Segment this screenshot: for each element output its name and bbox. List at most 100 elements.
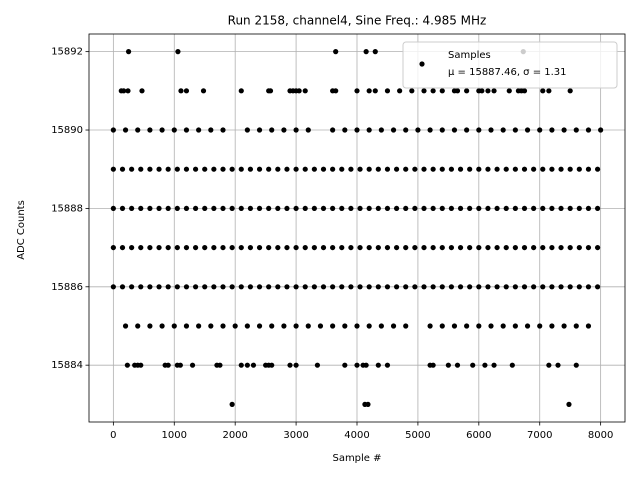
legend-box [402,41,618,89]
point [372,49,378,55]
point [247,284,254,290]
point [427,127,433,133]
point [211,205,217,212]
point [125,88,131,94]
point [342,323,348,329]
point [208,127,214,133]
point [476,244,482,251]
point [549,166,555,172]
point [354,323,360,329]
point [540,205,546,212]
point [555,362,561,368]
point [567,166,573,172]
point [366,323,372,329]
point [485,166,491,172]
point [521,88,528,94]
point [549,205,555,212]
point [558,244,564,251]
point [192,244,199,251]
point [457,244,464,251]
point [202,166,208,172]
point [177,362,183,368]
point [546,362,552,368]
point [220,205,226,212]
point [384,166,391,172]
point [256,244,263,251]
point [138,244,144,251]
point [183,88,190,94]
point [284,205,290,212]
point [147,323,153,329]
point [531,284,537,290]
x-tick-label: 8000 [588,430,613,441]
point [576,205,582,212]
point [339,244,345,251]
point [293,323,299,329]
point [275,205,281,212]
point [403,166,409,172]
point [488,323,494,329]
point [412,244,418,251]
legend-label: Samples [448,50,491,61]
point [494,284,500,290]
point [561,127,567,133]
x-tick-label: 7000 [527,430,552,441]
point [470,362,476,368]
point [266,284,272,290]
point [342,127,348,133]
point [138,205,144,212]
point [594,284,601,290]
point [202,205,208,212]
point [183,205,190,212]
point [540,284,546,290]
point [119,205,126,212]
point [122,323,129,329]
point [238,362,244,368]
point [521,244,528,251]
point [256,205,263,212]
point [491,88,497,94]
point [354,127,360,133]
point [512,323,518,329]
point [281,323,287,329]
point [330,323,336,329]
point [485,205,491,212]
point [284,284,290,290]
point [567,284,573,290]
point [342,362,348,368]
point [430,166,436,172]
point [244,323,250,329]
point [365,401,371,407]
point [546,88,552,94]
point [585,284,592,290]
point [464,127,470,133]
chart-title: Run 2158, channel4, Sine Freq.: 4.985 MH… [228,14,487,28]
point [576,244,582,251]
point [594,166,601,172]
point [110,166,116,172]
point [208,323,214,329]
x-axis-label: Sample # [332,453,381,464]
point [348,166,354,172]
point [537,323,543,329]
point [311,166,317,172]
point [512,205,518,212]
point [159,127,165,133]
point [366,205,372,212]
point [512,284,518,290]
point [200,88,207,94]
point [585,205,592,212]
point [412,205,418,212]
point [302,205,308,212]
point [393,166,400,172]
point [238,205,244,212]
x-tick-label: 6000 [466,430,491,441]
y-axis-label: ADC Counts [16,200,27,260]
point [430,244,436,251]
point [503,205,509,212]
point [220,166,226,172]
point [403,205,409,212]
point [129,284,135,290]
point [147,244,153,251]
point [378,127,384,133]
